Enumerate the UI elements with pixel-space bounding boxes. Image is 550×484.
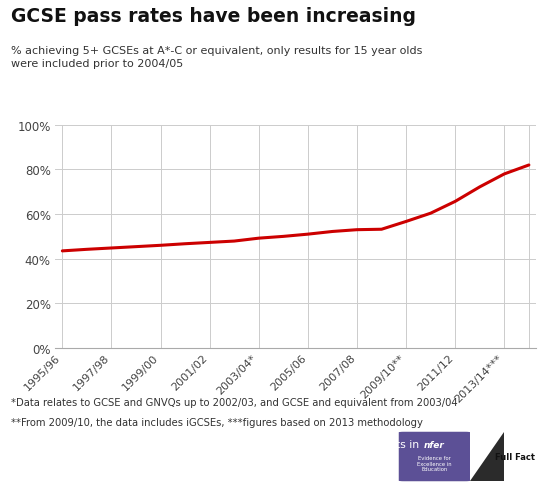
Text: *Data relates to GCSE and GNVQs up to 2002/03, and GCSE and equivalent from 2003: *Data relates to GCSE and GNVQs up to 20… [11, 397, 458, 408]
Text: Source:: Source: [12, 439, 59, 449]
Text: Full Fact: Full Fact [495, 452, 535, 461]
Text: % achieving 5+ GCSEs at A*-C or equivalent, only results for 15 year olds
were i: % achieving 5+ GCSEs at A*-C or equivale… [11, 46, 422, 69]
Text: GCSE pass rates have been increasing: GCSE pass rates have been increasing [11, 7, 416, 26]
Text: nfer: nfer [424, 440, 445, 449]
Bar [470, 432, 544, 481]
Text: Department for Education, Revised GCSE and equivalent results in
England: 2013 t: Department for Education, Revised GCSE a… [52, 439, 419, 462]
Text: **From 2009/10, the data includes iGCSEs, ***figures based on 2013 methodology: **From 2009/10, the data includes iGCSEs… [11, 417, 423, 427]
Text: Evidence for
Excellence in
Education: Evidence for Excellence in Education [417, 455, 452, 471]
Polygon shape [470, 432, 504, 481]
FancyBboxPatch shape [399, 432, 470, 481]
